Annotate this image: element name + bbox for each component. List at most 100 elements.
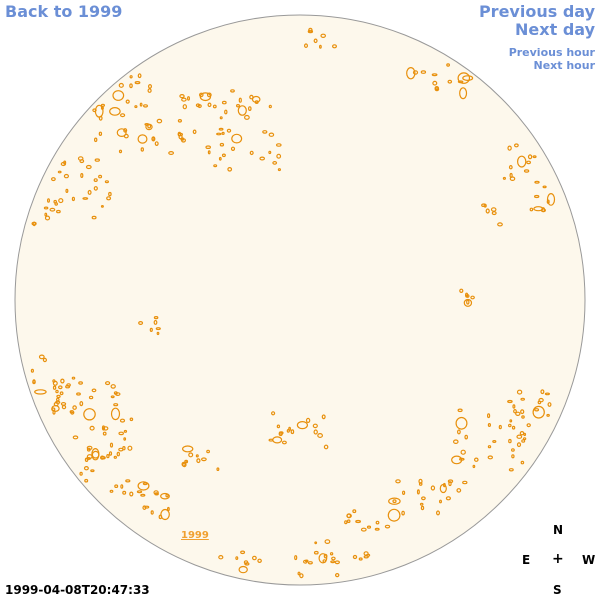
region-contour	[136, 490, 143, 494]
region-contour	[98, 174, 103, 179]
region-contour	[352, 554, 358, 560]
region-contour	[120, 484, 124, 489]
region-contour	[52, 379, 56, 383]
region-contour	[249, 94, 254, 100]
region-contour	[457, 80, 464, 84]
next-day-link[interactable]: Next day	[515, 20, 595, 39]
region-contour	[227, 167, 233, 172]
region-contour	[83, 466, 89, 471]
region-contour	[30, 368, 35, 373]
region-contour	[459, 288, 464, 293]
region-contour	[53, 199, 58, 204]
region-contour	[230, 89, 235, 93]
region-contour	[401, 510, 405, 516]
region-contour	[532, 405, 545, 419]
region-contour	[487, 455, 493, 460]
region-contour	[197, 104, 202, 109]
region-contour	[251, 95, 261, 103]
region-contour	[199, 92, 212, 102]
region-contour	[236, 103, 241, 108]
region-contour	[520, 460, 525, 465]
region-contour	[462, 480, 468, 485]
region-contour	[395, 479, 401, 484]
region-contour	[307, 29, 314, 34]
year-link[interactable]: 1999	[181, 530, 209, 541]
region-contour	[154, 141, 159, 147]
region-contour	[119, 418, 126, 423]
region-contour	[544, 392, 551, 396]
region-contour	[515, 411, 521, 416]
region-contour	[57, 385, 63, 390]
region-contour	[318, 553, 328, 564]
region-contour	[110, 384, 116, 389]
region-contour	[200, 457, 207, 462]
compass-south-label: S	[553, 583, 562, 597]
region-contour	[123, 429, 128, 433]
region-contour	[181, 445, 194, 453]
next-hour-link[interactable]: Next hour	[533, 59, 596, 72]
region-contour	[91, 388, 97, 393]
region-contour	[102, 431, 107, 436]
region-contour	[221, 131, 225, 135]
region-contour	[420, 70, 427, 74]
region-contour	[76, 392, 81, 396]
region-contour	[374, 527, 380, 531]
region-contour	[532, 155, 537, 159]
region-contour	[179, 93, 185, 99]
region-contour	[42, 357, 48, 363]
region-contour	[455, 416, 468, 430]
region-contour	[323, 553, 328, 559]
region-contour	[168, 151, 175, 156]
region-contour	[420, 505, 425, 511]
region-contour	[116, 451, 121, 457]
region-contour	[154, 492, 159, 496]
region-contour	[459, 87, 468, 100]
region-contour	[53, 401, 59, 407]
region-contour	[290, 429, 295, 435]
region-contour	[526, 160, 531, 165]
region-contour	[71, 376, 76, 380]
region-contour	[187, 96, 191, 101]
region-contour	[481, 203, 487, 208]
region-contour	[108, 451, 113, 456]
region-contour	[248, 106, 252, 111]
region-contour	[448, 481, 452, 487]
region-contour	[412, 70, 419, 75]
region-contour	[218, 555, 224, 560]
region-contour	[540, 389, 545, 395]
region-contour	[102, 426, 109, 431]
region-contour	[439, 483, 447, 494]
region-contour	[134, 80, 141, 85]
region-contour	[516, 442, 522, 448]
region-contour	[160, 492, 170, 500]
region-contour	[416, 489, 420, 495]
region-contour	[507, 399, 513, 404]
region-contour	[231, 133, 243, 144]
previous-day-link[interactable]: Previous day	[478, 2, 595, 21]
region-contour	[512, 404, 516, 409]
region-contour	[294, 555, 298, 561]
region-contour	[61, 404, 67, 410]
region-contour	[90, 469, 95, 473]
region-contour	[487, 445, 492, 449]
region-contour	[212, 104, 217, 109]
region-contour	[520, 397, 526, 401]
region-contour	[93, 186, 98, 191]
region-contour	[160, 508, 170, 521]
region-contour	[93, 178, 98, 183]
region-contour	[257, 558, 262, 564]
region-contour	[118, 149, 123, 154]
region-contour	[224, 109, 228, 115]
region-contour	[268, 104, 272, 109]
region-contour	[149, 327, 153, 332]
region-contour	[421, 496, 426, 501]
region-contour	[511, 448, 515, 452]
region-contour	[205, 145, 212, 150]
compass-east-label: E	[522, 553, 531, 567]
region-contour	[46, 198, 50, 203]
region-contour	[307, 561, 313, 565]
previous-hour-link[interactable]: Previous hour	[508, 46, 595, 59]
region-contour	[523, 432, 527, 437]
back-to-year-link[interactable]: Back to 1999	[5, 2, 123, 21]
region-contour	[129, 491, 134, 497]
